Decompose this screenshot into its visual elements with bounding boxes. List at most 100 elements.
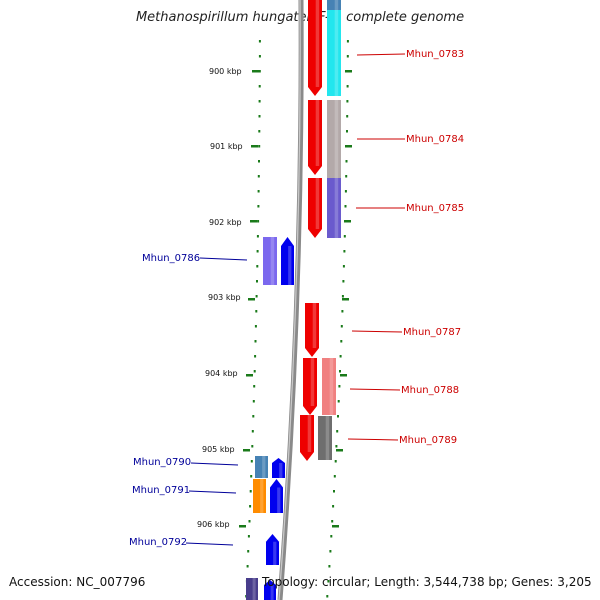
gene-label-mhun-0790[interactable]: Mhun_0790 xyxy=(133,457,191,468)
gene-mhun-0788 xyxy=(303,358,317,415)
feature-box-shade xyxy=(334,0,339,10)
tick-mark xyxy=(330,535,333,538)
major-tick xyxy=(239,525,246,528)
tick-mark xyxy=(346,85,349,88)
gene-mhun-0792 xyxy=(266,534,279,565)
gene-mhun-0785 xyxy=(308,178,322,238)
tick-mark xyxy=(342,280,345,283)
accession-text: Accession: NC_007796 xyxy=(9,575,146,589)
tick-mark xyxy=(332,505,335,508)
major-tick xyxy=(344,220,351,223)
feature-box xyxy=(263,237,277,285)
tick-mark xyxy=(251,430,254,433)
tick-mark xyxy=(257,220,260,223)
scale-label-903: 903 kbp xyxy=(208,293,241,302)
gene-leader-line xyxy=(190,462,239,466)
tick-mark xyxy=(258,85,261,88)
major-tick xyxy=(251,145,258,148)
tick-mark xyxy=(336,430,339,433)
feature-box-shade xyxy=(260,479,264,513)
feature-box xyxy=(327,10,341,96)
tick-mark xyxy=(337,400,340,403)
gene-label-mhun-0783[interactable]: Mhun_0783 xyxy=(406,49,464,60)
tick-mark xyxy=(247,535,250,538)
tick-mark xyxy=(339,355,342,358)
scale-label-901: 901 kbp xyxy=(210,142,243,151)
feature-box xyxy=(246,578,258,600)
gene-label-mhun-0789[interactable]: Mhun_0789 xyxy=(399,435,457,446)
gene-mhun-0785-shade xyxy=(315,178,320,229)
gene-mhun-0790 xyxy=(272,458,285,478)
feature-box xyxy=(255,456,268,478)
tick-mark xyxy=(251,445,254,448)
tick-mark xyxy=(337,415,339,418)
major-tick xyxy=(250,220,257,223)
tick-mark xyxy=(255,310,258,313)
gene-mhun-0791 xyxy=(270,479,283,513)
tick-mark xyxy=(340,325,343,328)
backbone-highlight xyxy=(278,0,301,600)
scale-label-905: 905 kbp xyxy=(202,445,235,454)
tick-mark xyxy=(345,175,348,178)
gene-leader-line xyxy=(351,330,403,333)
tick-mark xyxy=(254,355,257,358)
tick-mark xyxy=(256,265,259,268)
tick-mark xyxy=(326,595,329,598)
major-tick xyxy=(252,70,259,73)
tick-mark xyxy=(258,70,261,73)
gene-label-mhun-0785[interactable]: Mhun_0785 xyxy=(406,203,464,214)
gene-mhun-0787 xyxy=(305,303,319,357)
tick-mark xyxy=(258,145,261,148)
gene-mhun-0790-shade xyxy=(279,463,283,478)
major-tick xyxy=(345,145,352,148)
gene-partial-shade xyxy=(270,585,274,600)
tick-mark xyxy=(344,205,347,208)
tick-mark xyxy=(343,250,346,253)
feature-box-shade xyxy=(329,358,334,415)
gene-mhun-0784 xyxy=(308,100,322,175)
gene-label-mhun-0786[interactable]: Mhun_0786 xyxy=(142,253,200,264)
gene-mhun-0791-shade xyxy=(277,487,281,513)
tick-mark xyxy=(257,205,260,208)
gene-label-mhun-0788[interactable]: Mhun_0788 xyxy=(401,385,459,396)
tick-mark xyxy=(256,235,259,238)
tick-mark xyxy=(329,550,332,553)
tick-mark xyxy=(343,235,346,238)
tick-mark xyxy=(249,490,252,493)
tick-mark xyxy=(258,40,261,43)
gene-leader-line xyxy=(188,490,237,494)
gene-mhun-0786 xyxy=(281,237,294,285)
major-tick xyxy=(243,449,250,452)
major-tick xyxy=(342,298,349,301)
tick-mark xyxy=(252,415,255,418)
tick-mark xyxy=(253,370,256,373)
topology-text: Topology: circular; Length: 3,544,738 bp… xyxy=(262,575,592,589)
gene-mhun-0787-shade xyxy=(312,303,317,348)
feature-box xyxy=(327,100,341,178)
gene-labels: Mhun_0783 Mhun_0784 Mhun_0785 Mhun_0786 … xyxy=(129,49,464,548)
gene-label-mhun-0784[interactable]: Mhun_0784 xyxy=(406,134,464,145)
feature-box-shade xyxy=(334,100,339,178)
tick-mark xyxy=(346,40,349,43)
gene-label-mhun-0791[interactable]: Mhun_0791 xyxy=(132,485,190,496)
scale-labels: 900 kbp 901 kbp 902 kbp 903 kbp 904 kbp … xyxy=(197,67,243,529)
feature-box-shade xyxy=(252,578,256,600)
gene-label-mhun-0787[interactable]: Mhun_0787 xyxy=(403,327,461,338)
gene-leader-line xyxy=(199,257,248,261)
tick-mark xyxy=(257,190,260,193)
scale-label-906: 906 kbp xyxy=(197,520,230,529)
tick-mark xyxy=(258,130,261,133)
feature-box-shade xyxy=(334,178,339,238)
gene-label-mhun-0792[interactable]: Mhun_0792 xyxy=(129,537,187,548)
tick-mark xyxy=(257,175,260,178)
gene-mhun-0783 xyxy=(308,0,322,96)
gene-mhun-0783-shade xyxy=(315,0,320,87)
tick-mark xyxy=(253,385,256,388)
gene-mhun-0786-shade xyxy=(288,246,292,285)
tick-mark xyxy=(258,100,261,103)
major-tick xyxy=(248,298,255,301)
tick-mark xyxy=(339,370,341,373)
tick-mark xyxy=(346,115,349,118)
